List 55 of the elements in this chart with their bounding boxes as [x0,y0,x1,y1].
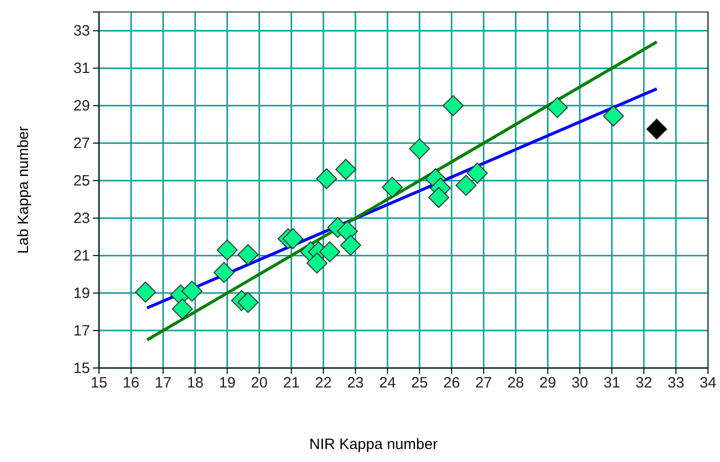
point [238,292,259,313]
point [306,252,328,274]
y-tick-label: 23 [73,210,90,227]
y-axis-title: Lab Kappa number [15,126,32,254]
x-tick-label: 25 [411,374,428,392]
x-tick-label: 34 [700,374,716,392]
point [546,97,568,118]
y-tick-label: 31 [73,60,90,78]
x-tick-label: 33 [668,374,684,392]
x-tick-label: 21 [282,374,300,392]
x-tick-label: 23 [347,374,364,392]
x-tick-label: 22 [315,374,332,392]
x-tick-label: 27 [475,374,492,392]
x-tick-label: 30 [571,374,588,392]
x-tick-label: 17 [154,374,172,392]
x-axis-title: NIR Kappa number [309,436,438,453]
point [428,186,450,208]
point [181,280,202,302]
y-tick-label: 29 [73,97,90,114]
y-tick-label: 19 [73,284,90,302]
point [646,118,668,140]
point [340,234,362,256]
y-tick-label: 27 [73,134,90,152]
x-tick-label: 18 [186,374,204,392]
y-tick-label: 17 [73,322,90,340]
y-tick-label: 15 [73,360,90,377]
point [466,162,488,184]
x-tick-label: 19 [218,374,236,392]
point [319,241,340,262]
point [336,220,358,242]
point [214,262,235,283]
point [602,105,624,126]
point [282,228,304,250]
x-tick-label: 28 [507,374,524,392]
x-tick-label: 16 [122,374,140,392]
point [316,168,338,190]
point [335,158,356,180]
x-tick-label: 20 [250,374,268,392]
x-tick-label: 32 [636,374,652,392]
x-tick-label: 29 [539,374,556,392]
point [409,138,430,160]
point [134,282,156,303]
x-tick-label: 15 [90,374,108,392]
x-tick-label: 24 [379,374,396,392]
point [442,95,464,116]
point [216,239,238,260]
y-tick-label: 33 [73,22,90,40]
point [238,244,259,266]
y-tick-label: 25 [73,172,90,190]
point [172,298,193,320]
x-tick-label: 26 [443,374,460,392]
point [456,174,477,196]
y-tick-label: 21 [73,247,90,264]
point [382,176,403,198]
x-tick-label: 31 [604,374,620,392]
